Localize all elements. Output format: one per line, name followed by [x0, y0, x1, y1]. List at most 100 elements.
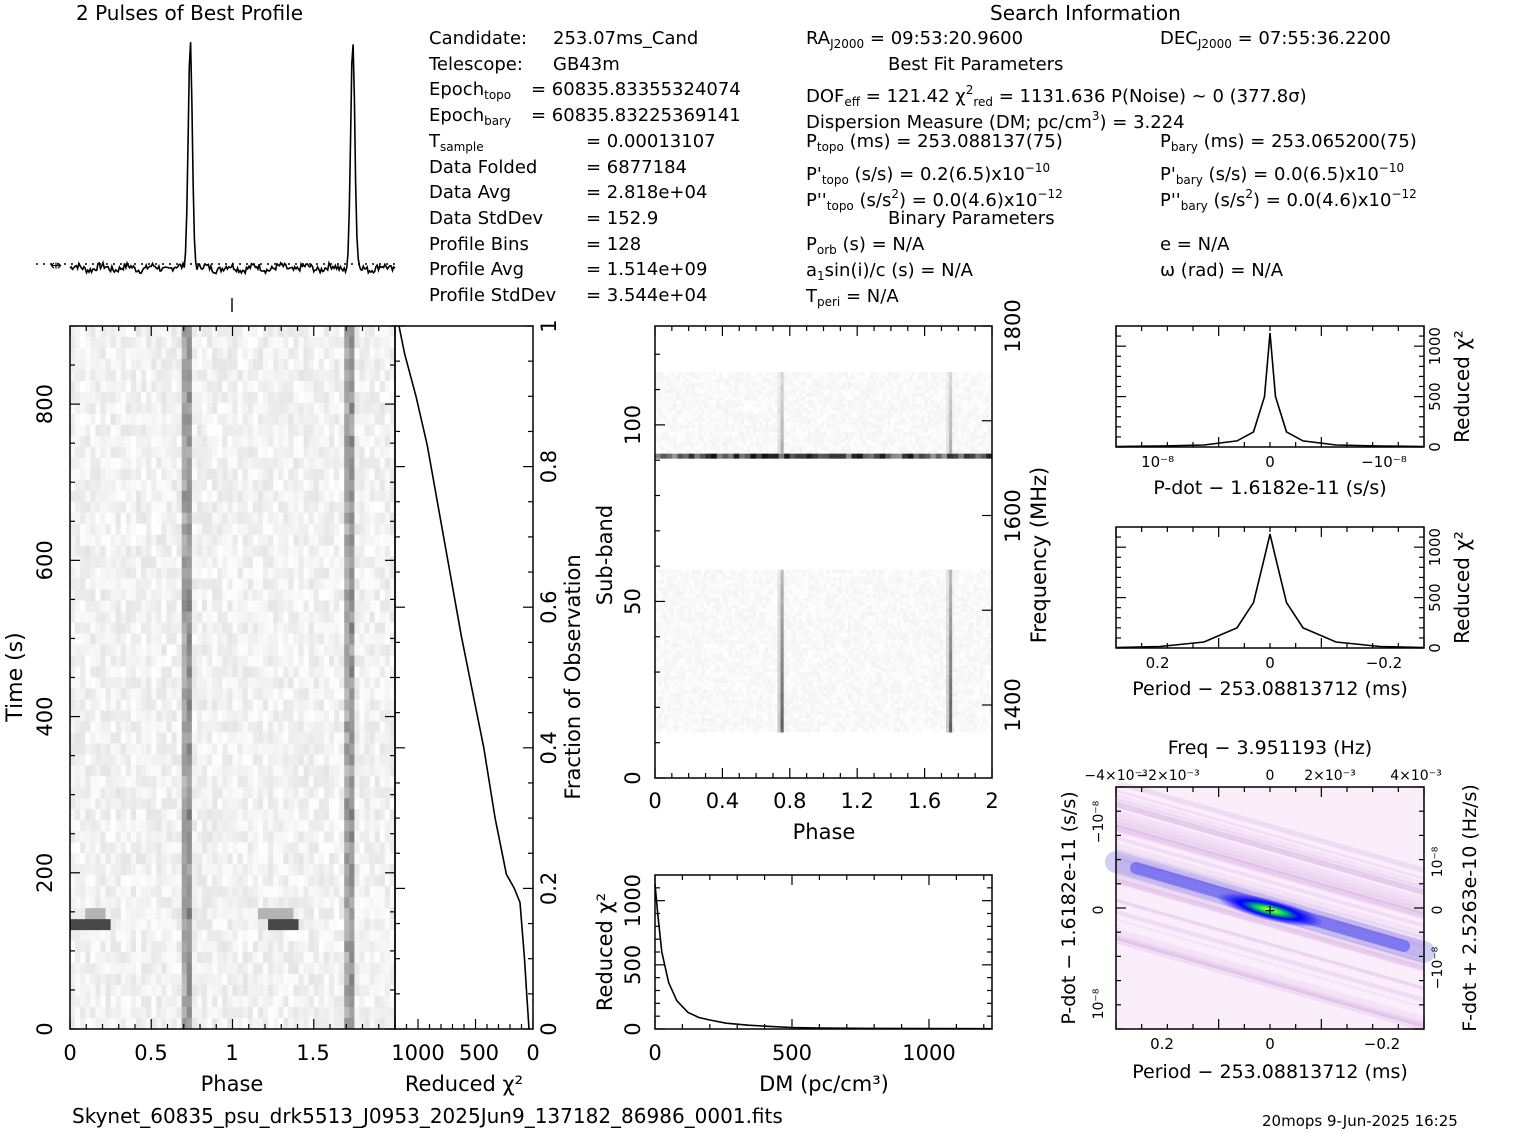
subband-cell: [700, 393, 705, 398]
porb-line: Porb (s) = N/A: [806, 234, 925, 258]
heat-cell: [141, 556, 147, 569]
subband-cell: [872, 396, 876, 401]
subband-cell: [933, 378, 938, 383]
heat-cell: [196, 831, 203, 843]
heat-cell: [80, 633, 86, 646]
subband-cell: [710, 393, 714, 398]
ecc-line: e = N/A: [1160, 234, 1230, 255]
heat-cell: [105, 831, 112, 843]
heat-cell: [110, 743, 117, 755]
subband-cell: [658, 393, 662, 398]
heat-cell: [384, 787, 391, 799]
heat-cell: [125, 347, 132, 360]
heat-cell: [278, 413, 284, 426]
subband-cell: [789, 378, 794, 383]
heat-cell: [232, 655, 239, 668]
heat-cell: [120, 842, 127, 854]
subband-cell: [704, 375, 708, 380]
heat-cell: [130, 765, 137, 777]
heat-cell: [100, 985, 107, 997]
heat-cell: [318, 369, 325, 382]
heat-cell: [141, 908, 147, 920]
heat-cell: [171, 996, 178, 1008]
subband-cell: [805, 386, 809, 390]
heat-cell: [70, 820, 76, 832]
subband-cell: [805, 382, 809, 387]
heat-cell: [242, 457, 249, 470]
heat-cell: [389, 974, 396, 986]
heat-cell: [85, 864, 91, 876]
subband-cell: [900, 371, 904, 376]
heat-cell: [242, 622, 249, 635]
subband-cell: [958, 378, 962, 383]
heat-cell: [257, 402, 264, 415]
heat-cell: [125, 897, 132, 909]
heat-cell: [288, 864, 294, 876]
subband-cell: [700, 378, 705, 383]
heat-cell: [232, 1018, 239, 1030]
heat-cell: [339, 798, 345, 810]
heat-cell: [273, 666, 279, 678]
heat-cell: [339, 413, 345, 426]
heat-cell: [85, 996, 91, 1008]
heat-cell: [369, 391, 376, 404]
heat-cell: [268, 501, 274, 514]
subband-cell: [814, 382, 818, 387]
heat-cell: [354, 512, 360, 525]
heat-cell: [176, 853, 183, 865]
heat-cell: [120, 776, 127, 788]
subband-cell: [976, 378, 981, 383]
heat-cell: [247, 897, 254, 909]
heat-cell: [364, 644, 371, 657]
heat-cell: [257, 809, 264, 821]
subband-cell: [903, 396, 907, 401]
heat-cell: [288, 710, 294, 722]
heat-cell: [75, 424, 81, 437]
heat-cell: [247, 765, 254, 777]
heat-cell: [75, 688, 81, 700]
heat-cell: [130, 1018, 137, 1030]
heat-cell: [207, 1018, 213, 1030]
heat-cell: [359, 776, 366, 788]
subband-cell: [835, 389, 840, 394]
heat-cell: [303, 941, 310, 953]
subband-cell: [737, 378, 742, 383]
heat-cell: [232, 424, 239, 437]
heat-cell: [156, 567, 162, 580]
heat-cell: [207, 809, 213, 821]
info-value: = 128: [586, 233, 642, 255]
heat-cell: [389, 545, 396, 558]
heat-cell: [268, 369, 274, 382]
subband-cell: [893, 389, 898, 394]
heat-cell: [227, 952, 233, 964]
heat-cell: [359, 644, 366, 657]
heat-cell: [349, 732, 355, 744]
heat-cell: [202, 886, 208, 898]
heat-cell: [85, 457, 91, 470]
heat-cell: [283, 732, 289, 744]
heat-cell: [344, 809, 350, 821]
heat-cell: [308, 721, 315, 733]
subband-cell: [679, 375, 683, 380]
heat-cell: [339, 787, 345, 799]
heat-cell: [349, 534, 355, 547]
heat-cell: [242, 424, 249, 437]
heat-cell: [247, 523, 254, 536]
heat-cell: [323, 655, 330, 668]
heat-cell: [247, 985, 254, 997]
heat-cell: [252, 820, 259, 832]
heat-cell: [181, 600, 188, 613]
heat-cell: [110, 963, 117, 975]
heat-cell: [323, 930, 330, 942]
heat-cell: [323, 567, 330, 580]
subband-cell: [697, 378, 702, 383]
heat-cell: [166, 886, 173, 898]
heat-cell: [288, 831, 294, 843]
heat-cell: [308, 512, 315, 525]
heat-cell: [196, 974, 203, 986]
heat-cell: [354, 930, 360, 942]
heat-cell: [186, 435, 193, 448]
heat-cell: [318, 886, 325, 898]
heat-cell: [207, 963, 213, 975]
heat-cell: [328, 820, 335, 832]
